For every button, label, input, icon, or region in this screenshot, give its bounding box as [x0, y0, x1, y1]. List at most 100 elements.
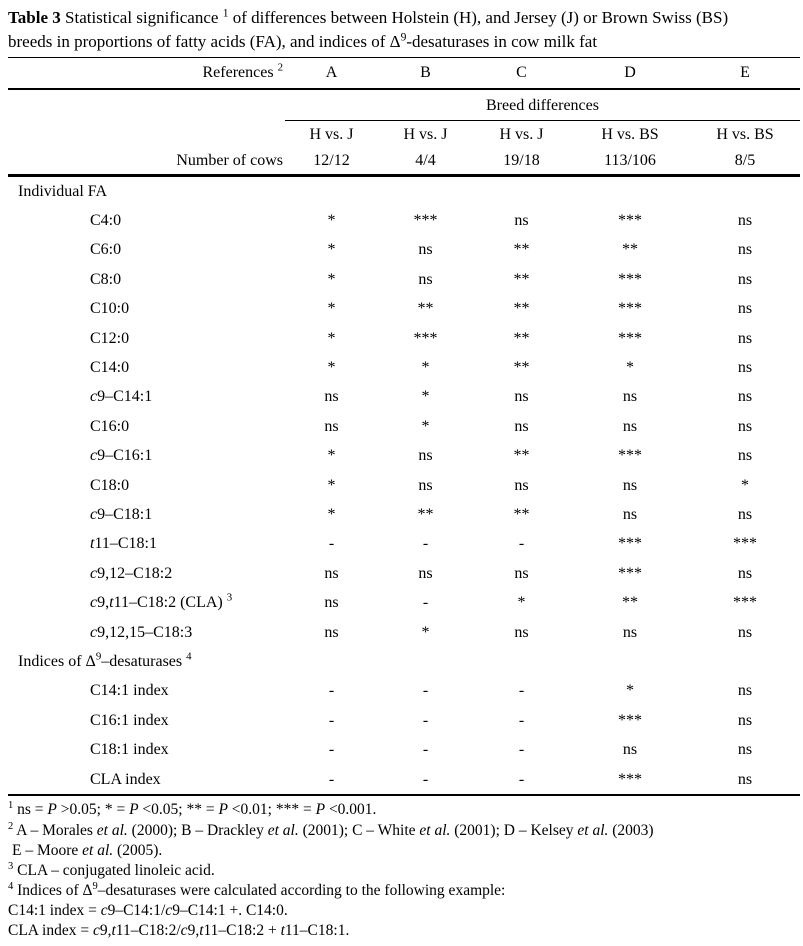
row-label: C18:0 [10, 477, 285, 495]
table-row: C14:0 * * ** * ns [0, 353, 803, 382]
text-segment: ns = [13, 801, 48, 819]
text-segment: C18:0 [90, 476, 130, 494]
text-segment: et al. [419, 822, 451, 840]
significance-cell: * [327, 447, 336, 465]
text-segment: A – Morales [13, 822, 97, 840]
text-segment: 11–C18:2 (CLA) [113, 594, 227, 612]
text-segment: C14:1 index [90, 682, 169, 700]
text-segment: C6:0 [90, 241, 122, 259]
row-label: C8:0 [10, 271, 285, 289]
significance-cell: ns [737, 741, 753, 759]
table-row: C16:1 index - - - *** ns [0, 706, 803, 735]
footnote-line: 4 Indices of Δ9–desaturases were calcula… [8, 881, 795, 901]
significance-cell: *** [618, 447, 642, 465]
text-segment: 4 [8, 881, 14, 893]
cow-count-c: 19/18 [503, 152, 540, 169]
text-segment: et al. [267, 822, 299, 840]
text-segment: 2 [8, 821, 14, 833]
table-row: c9–C16:1 * ns ** *** ns [0, 442, 803, 471]
significance-cell: ns [737, 359, 753, 377]
significance-cell: ns [514, 388, 529, 406]
row-label: C16:1 index [10, 712, 285, 730]
text-segment: 11–C18:1. [284, 922, 350, 940]
row-label: C16:0 [10, 418, 285, 436]
text-segment: c [165, 902, 173, 920]
significance-cell: - [518, 711, 525, 729]
text-segment: c [100, 902, 108, 920]
significance-cell: *** [618, 770, 642, 788]
text-segment: 4 [186, 650, 192, 663]
section-label: Individual FA [10, 183, 800, 201]
significance-cell: - [328, 741, 335, 759]
significance-cell: * [741, 476, 749, 494]
significance-cell: * [626, 682, 634, 700]
text-segment: P [315, 801, 326, 819]
significance-cell: - [328, 711, 335, 729]
significance-cell: ** [417, 300, 434, 318]
significance-cell: ns [622, 741, 638, 759]
row-label: CLA index [10, 771, 285, 789]
significance-cell: - [328, 682, 335, 700]
text-segment: Indices of Δ [13, 882, 93, 900]
text-segment: 9 [95, 650, 102, 663]
significance-cell: ns [418, 564, 433, 582]
significance-cell: * [327, 270, 336, 288]
cow-count-b: 4/4 [415, 152, 436, 169]
significance-cell: ns [737, 241, 753, 259]
text-segment: 9–C18:1 [97, 505, 153, 523]
text-segment: Individual FA [18, 182, 108, 200]
table-row: c9–C18:1 * ** ** ns ns [0, 500, 803, 529]
caption-line: breeds in proportions of fatty acids (FA… [8, 30, 795, 54]
cow-count-a: 12/12 [313, 152, 350, 169]
section-header-row: Individual FA [0, 177, 803, 206]
table-row: c9,12–C18:2 ns ns ns *** ns [0, 559, 803, 588]
text-segment: 9,12,15–C18:3 [97, 623, 193, 641]
row-label: C18:1 index [10, 741, 285, 759]
text-segment: breeds in proportions of fatty acids (FA… [8, 32, 401, 51]
significance-cell: ns [418, 447, 433, 465]
significance-cell: * [421, 388, 430, 406]
table-row: c9–C14:1 ns * ns ns ns [0, 383, 803, 412]
significance-cell: - [422, 682, 429, 700]
text-segment: Statistical significance [60, 8, 223, 27]
significance-cell: ** [513, 270, 530, 288]
significance-cell: - [518, 741, 525, 759]
table-row: c9,12,15–C18:3 ns * ns ns ns [0, 618, 803, 647]
significance-cell: ns [418, 270, 433, 288]
text-segment: Indices of Δ [18, 652, 96, 670]
text-segment: 11–C18:2 + [203, 922, 281, 940]
significance-cell: *** [618, 711, 642, 729]
table-caption: Table 3 Statistical significance 1 of di… [8, 6, 795, 54]
text-segment: C16:0 [90, 417, 130, 435]
significance-cell: * [517, 594, 526, 612]
text-segment: 11–C18:1 [94, 535, 157, 553]
text-segment: t [90, 535, 95, 553]
significance-cell: - [518, 535, 525, 553]
significance-cell: * [327, 359, 336, 377]
significance-cell: ns [737, 270, 753, 288]
row-label: c9,12–C18:2 [10, 565, 285, 583]
significance-cell: * [327, 300, 336, 318]
row-label: c9–C16:1 [10, 447, 285, 465]
significance-cell: ns [737, 564, 753, 582]
text-segment: c [92, 922, 100, 940]
significance-cell: - [328, 535, 335, 553]
text-segment: c [90, 623, 98, 641]
table-row: C6:0 * ns ** ** ns [0, 236, 803, 265]
table-row: C4:0 * *** ns *** ns [0, 206, 803, 235]
table-row: C18:0 * ns ns ns * [0, 471, 803, 500]
row-label: c9–C18:1 [10, 506, 285, 524]
column-header-b: B [420, 64, 431, 81]
significance-cell: ns [737, 682, 753, 700]
significance-cell: ns [737, 388, 753, 406]
table-row: c9,t11–C18:2 (CLA) 3 ns - * ** *** [0, 588, 803, 617]
text-segment: E – Moore [12, 842, 83, 860]
text-segment: <0.05; ** = [138, 801, 219, 819]
significance-cell: ** [417, 505, 434, 523]
significance-cell: *** [733, 535, 757, 553]
significance-cell: * [421, 359, 430, 377]
text-segment: 9 [92, 881, 98, 893]
footnote-line: 1 ns = P >0.05; * = P <0.05; ** = P <0.0… [8, 799, 795, 821]
text-segment: CLA index [90, 770, 161, 788]
footnote-line: CLA index = c9,t11–C18:2/c9,t11–C18:2 + … [8, 921, 795, 941]
